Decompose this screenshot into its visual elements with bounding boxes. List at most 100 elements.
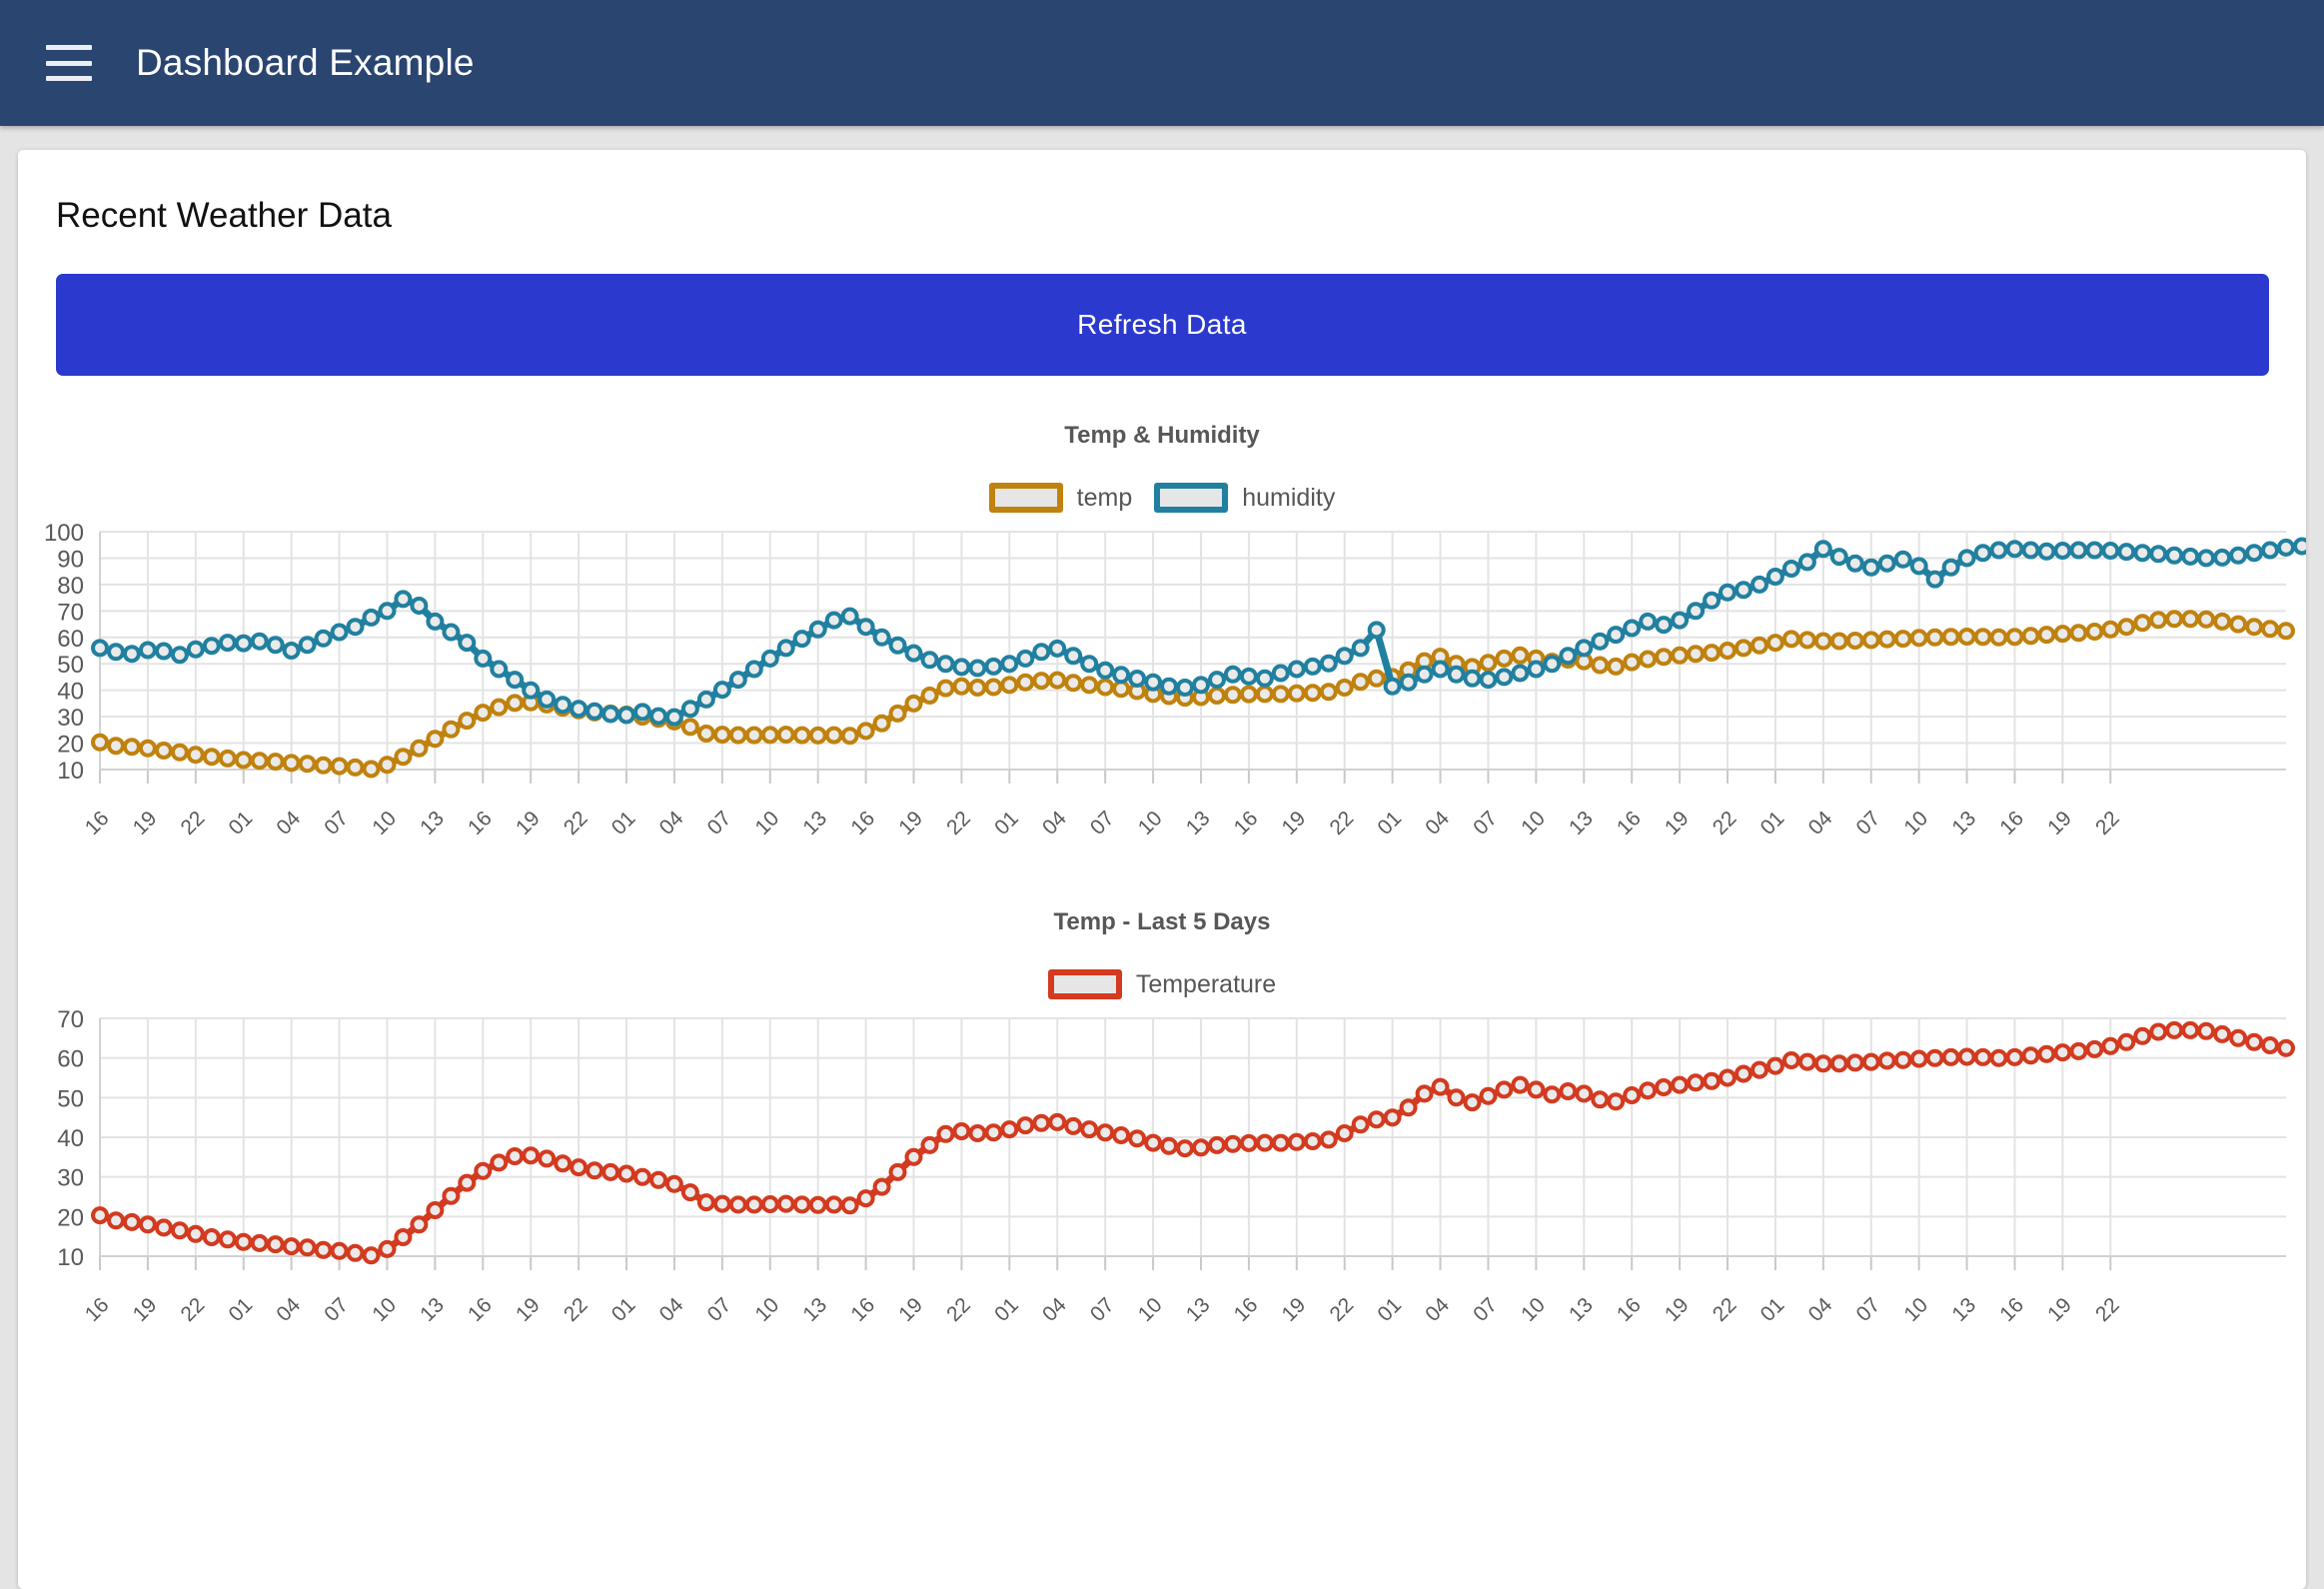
svg-text:10: 10: [368, 1293, 401, 1326]
hamburger-bar: [46, 60, 92, 66]
svg-text:10: 10: [1134, 806, 1167, 839]
svg-text:16: 16: [81, 806, 114, 839]
svg-text:80: 80: [57, 573, 84, 600]
svg-text:19: 19: [512, 806, 545, 839]
legend-item-temperature[interactable]: Temperature: [1047, 969, 1277, 999]
chart-legend: temp humidity: [18, 478, 2306, 518]
svg-text:10: 10: [57, 758, 84, 785]
svg-text:10: 10: [57, 1244, 84, 1271]
svg-text:30: 30: [57, 705, 84, 732]
chart-plot-area: 10 20 30 40 50 60 70 16 19 22 01 04 07 10 13 16 19 22 01 04…: [18, 1004, 2306, 1349]
svg-text:01: 01: [1373, 806, 1406, 839]
svg-text:10: 10: [751, 806, 784, 839]
chart-plot-area: 10 20 30 40 50 60 70 80 90 100 16 19 22 01 04 07 10 13 16 1…: [18, 518, 2306, 862]
svg-text:19: 19: [129, 806, 162, 839]
svg-text:07: 07: [1469, 806, 1502, 839]
svg-text:07: 07: [320, 1293, 353, 1326]
svg-text:13: 13: [416, 806, 449, 839]
svg-text:04: 04: [655, 1293, 688, 1326]
svg-text:22: 22: [942, 1293, 975, 1326]
svg-text:60: 60: [57, 1046, 84, 1073]
svg-text:40: 40: [57, 1125, 84, 1152]
svg-text:04: 04: [1421, 1293, 1454, 1326]
svg-text:16: 16: [1230, 806, 1263, 839]
legend-swatch-humidity: [1154, 483, 1229, 513]
svg-text:40: 40: [57, 679, 84, 706]
chart-title: Temp - Last 5 Days: [1053, 908, 1271, 935]
svg-text:20: 20: [57, 732, 84, 759]
svg-text:04: 04: [1421, 806, 1454, 839]
svg-text:19: 19: [1661, 806, 1694, 839]
legend-label-temperature: Temperature: [1135, 969, 1277, 998]
svg-text:22: 22: [942, 806, 975, 839]
svg-text:19: 19: [1661, 1293, 1694, 1326]
hamburger-menu-icon[interactable]: [46, 45, 92, 81]
svg-text:13: 13: [416, 1293, 449, 1326]
svg-text:16: 16: [1995, 1293, 2028, 1326]
svg-text:19: 19: [1278, 1293, 1311, 1326]
svg-text:01: 01: [990, 806, 1023, 839]
hamburger-bar: [46, 76, 92, 81]
svg-text:22: 22: [560, 806, 592, 839]
svg-text:04: 04: [272, 806, 305, 839]
svg-text:10: 10: [1517, 806, 1550, 839]
svg-text:13: 13: [798, 1293, 831, 1326]
svg-text:10: 10: [751, 1293, 784, 1326]
svg-text:19: 19: [894, 806, 927, 839]
svg-text:16: 16: [846, 806, 879, 839]
svg-text:10: 10: [1134, 1293, 1167, 1326]
svg-text:60: 60: [57, 626, 84, 653]
svg-text:01: 01: [224, 1293, 257, 1326]
svg-text:16: 16: [1230, 1293, 1263, 1326]
svg-text:04: 04: [1804, 1293, 1837, 1326]
refresh-data-button[interactable]: Refresh Data: [55, 274, 2269, 376]
svg-text:22: 22: [177, 1293, 210, 1326]
legend-label-humidity: humidity: [1242, 483, 1336, 512]
svg-text:07: 07: [1852, 806, 1885, 839]
chart-title: Temp & Humidity: [1064, 422, 1260, 449]
svg-text:16: 16: [1613, 806, 1646, 839]
svg-text:16: 16: [1613, 1293, 1646, 1326]
legend-item-temp[interactable]: temp: [988, 483, 1132, 513]
svg-text:19: 19: [2043, 806, 2076, 839]
svg-text:13: 13: [1947, 806, 1980, 839]
svg-text:70: 70: [57, 1006, 84, 1033]
svg-text:04: 04: [1038, 1293, 1071, 1326]
svg-text:30: 30: [57, 1165, 84, 1192]
svg-text:16: 16: [846, 1293, 879, 1326]
page-title: Recent Weather Data: [56, 196, 392, 235]
hamburger-bar: [46, 45, 92, 50]
svg-text:16: 16: [464, 806, 497, 839]
legend-swatch-temperature: [1047, 969, 1122, 999]
svg-text:01: 01: [1373, 1293, 1406, 1326]
svg-text:13: 13: [798, 806, 831, 839]
svg-text:01: 01: [224, 806, 257, 839]
svg-text:22: 22: [1709, 1293, 1742, 1326]
svg-text:16: 16: [464, 1293, 497, 1326]
svg-text:13: 13: [1182, 806, 1215, 839]
legend-swatch-temp: [988, 483, 1063, 513]
svg-text:22: 22: [1325, 806, 1358, 839]
svg-text:13: 13: [1947, 1293, 1980, 1326]
svg-text:16: 16: [1995, 806, 2028, 839]
chart-temp-humidity: Temp & Humidity temp humidity 10 20 30 40 50…: [18, 422, 2306, 862]
svg-text:10: 10: [1899, 1293, 1932, 1326]
svg-text:19: 19: [129, 1293, 162, 1326]
svg-text:19: 19: [2043, 1293, 2076, 1326]
svg-text:22: 22: [2091, 806, 2124, 839]
weather-card: Recent Weather Data Refresh Data Temp & …: [18, 150, 2306, 1589]
svg-text:10: 10: [368, 806, 401, 839]
svg-text:100: 100: [44, 520, 84, 547]
svg-text:19: 19: [1278, 806, 1311, 839]
svg-text:22: 22: [1325, 1293, 1358, 1326]
svg-text:20: 20: [57, 1204, 84, 1231]
app-header: Dashboard Example: [0, 0, 2324, 126]
svg-text:13: 13: [1182, 1293, 1215, 1326]
svg-text:50: 50: [57, 1085, 84, 1112]
svg-text:22: 22: [560, 1293, 592, 1326]
legend-item-humidity[interactable]: humidity: [1154, 483, 1335, 513]
svg-text:10: 10: [1899, 806, 1932, 839]
svg-text:01: 01: [607, 806, 640, 839]
svg-text:01: 01: [607, 1293, 640, 1326]
